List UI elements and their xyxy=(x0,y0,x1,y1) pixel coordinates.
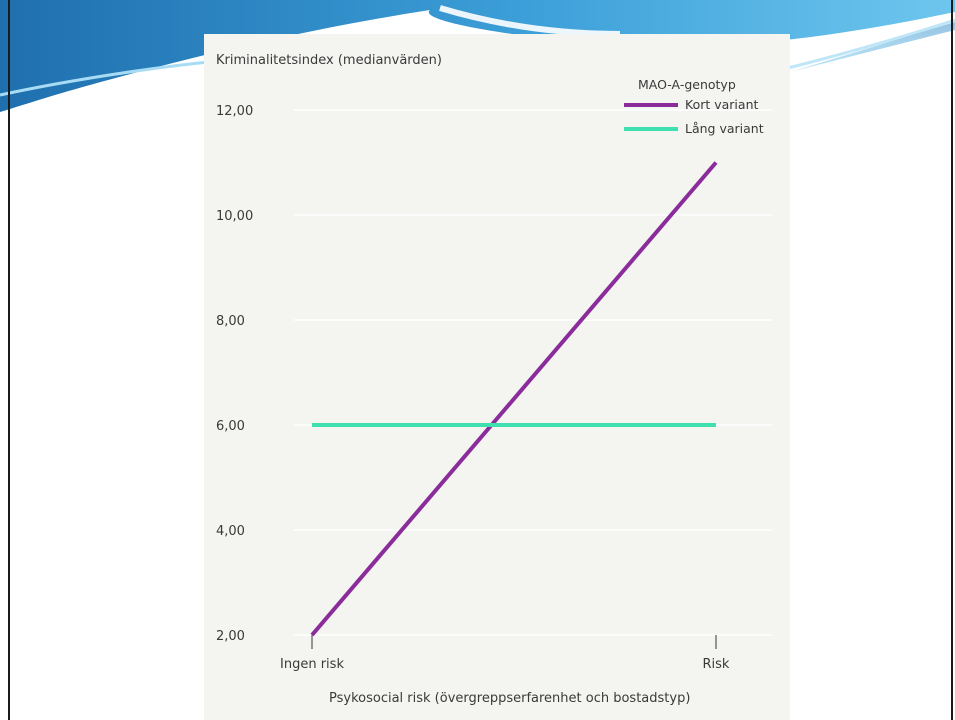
x-tick-label: Ingen risk xyxy=(280,657,344,672)
y-tick-label: 8,00 xyxy=(216,314,245,329)
x-tick-label: Risk xyxy=(703,657,730,672)
gridlines xyxy=(294,109,772,636)
x-axis: Ingen risk Risk xyxy=(280,635,730,672)
chart-panel: 2,00 4,00 6,00 8,00 10,00 12,00 Ingen risk Ris… xyxy=(204,34,790,720)
series-line-kort-variant xyxy=(310,161,718,637)
y-tick-label: 6,00 xyxy=(216,419,245,434)
y-tick-label: 2,00 xyxy=(216,629,245,644)
series-lines xyxy=(310,161,718,637)
slide-header-swoosh xyxy=(0,0,955,112)
y-tick-label: 4,00 xyxy=(216,524,245,539)
legend-item-label: Kort variant xyxy=(685,97,758,112)
y-tick-label: 10,00 xyxy=(216,209,253,224)
y-axis: 2,00 4,00 6,00 8,00 10,00 12,00 xyxy=(216,104,253,644)
legend: MAO-A-genotyp Kort variant Lång variant xyxy=(624,77,764,136)
y-tick-label: 12,00 xyxy=(216,104,253,119)
legend-item-label: Lång variant xyxy=(685,121,764,136)
y-axis-title: Kriminalitetsindex (medianvärden) xyxy=(216,53,442,68)
legend-title: MAO-A-genotyp xyxy=(638,77,736,92)
x-axis-title: Psykosocial risk (övergreppserfarenhet o… xyxy=(329,691,690,706)
line-chart: 2,00 4,00 6,00 8,00 10,00 12,00 Ingen risk Ris… xyxy=(216,53,772,706)
